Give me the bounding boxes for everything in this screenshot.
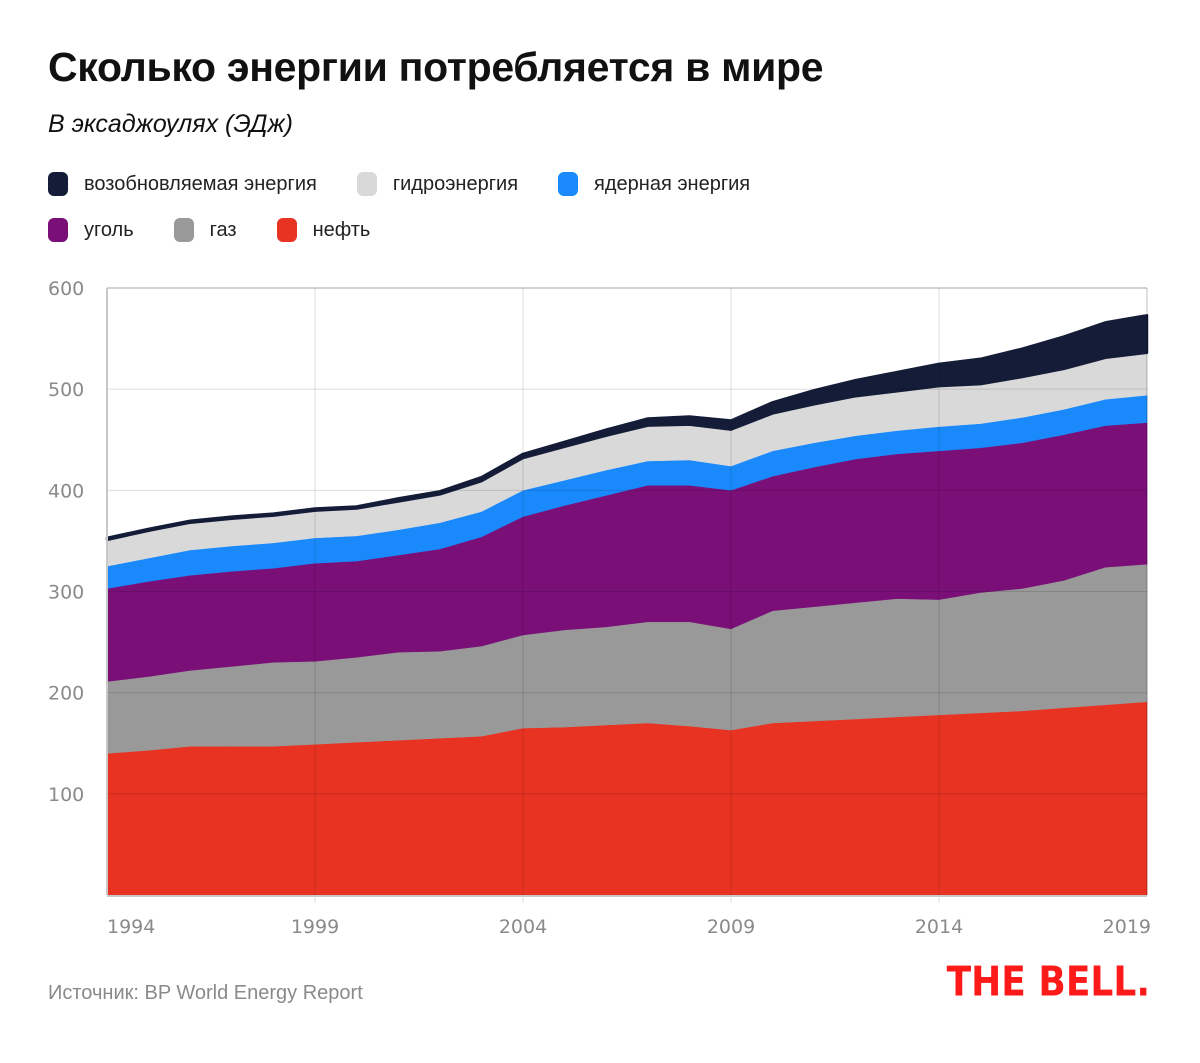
legend-swatch-coal [48,218,68,242]
legend-row-1: возобновляемая энергия гидроэнергия ядер… [48,172,790,196]
grid-lines [107,287,1147,903]
legend-swatch-gas [173,218,194,242]
legend-label-nuclear: ядерная энергия [594,172,751,195]
x-tick-label: 1999 [291,916,339,938]
brand-logo: THE BELL. [946,958,1150,1007]
stacked-area-chart: 100 200 300 400 500 600 1994 1999 2004 2009 2014 20… [48,278,1151,938]
chart-subtitle: В эксаджоулях (ЭДж) [48,110,293,138]
legend-item-nuclear: ядерная энергия [558,172,750,196]
area-layers [105,314,1149,896]
x-tick-label: 2019 [1103,916,1151,938]
x-tick-label: 2014 [915,916,963,938]
area-возобновляемая-энергия [105,314,1149,542]
x-tick-label: 2004 [499,916,547,938]
legend-item-oil: нефть [276,218,371,242]
chart-title: Сколько энергии потребляется в мире [48,44,824,90]
legend-swatch-hydro [356,172,377,196]
axes: 100 200 300 400 500 600 1994 1999 2004 2009 2014 20… [48,278,1151,938]
y-tick-label: 400 [48,480,84,502]
x-tick-label: 2009 [707,916,755,938]
legend-label-hydro: гидроэнергия [392,172,519,195]
y-tick-label: 600 [48,278,84,300]
legend-swatch-oil [276,218,297,242]
legend-label-oil: нефть [312,218,371,241]
y-tick-label: 300 [48,582,84,604]
legend-item-gas: газ [173,218,237,242]
y-tick-label: 500 [48,379,84,401]
legend-label-renewables: возобновляемая энергия [84,172,317,195]
legend-label-coal: уголь [84,218,134,241]
legend-swatch-renewables [48,172,68,196]
legend-item-coal: уголь [48,218,134,242]
legend-label-gas: газ [209,218,237,241]
y-tick-label: 200 [48,683,84,705]
legend-row-2: уголь газ нефть [48,218,410,242]
legend-item-renewables: возобновляемая энергия [48,172,317,196]
source-note: Источник: BP World Energy Report [48,982,363,1004]
legend-swatch-nuclear [558,172,579,196]
x-tick-label: 1994 [107,916,155,938]
y-tick-label: 100 [48,784,84,806]
legend-item-hydro: гидроэнергия [356,172,519,196]
